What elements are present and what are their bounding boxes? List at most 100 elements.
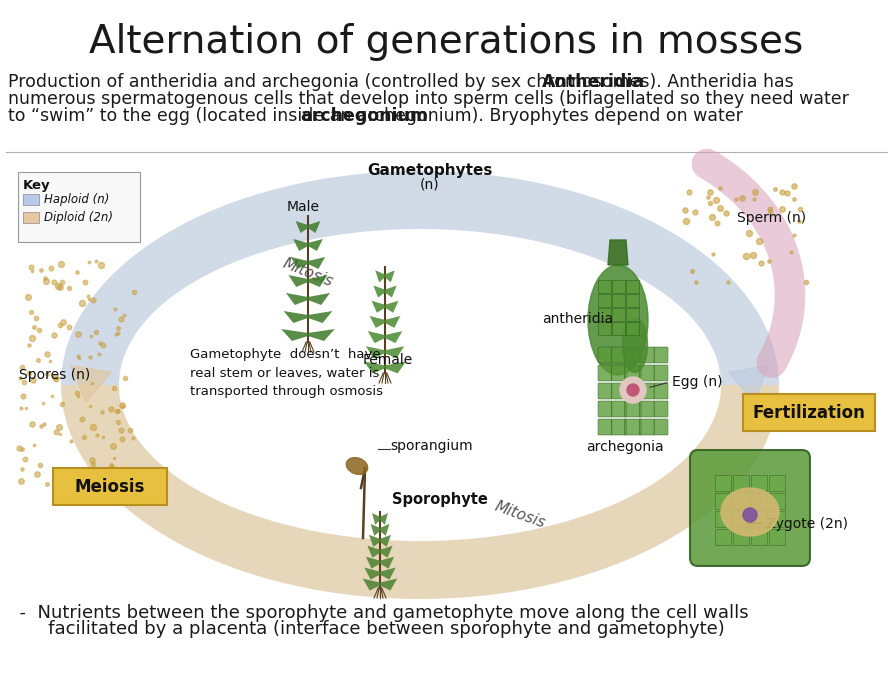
Polygon shape: [380, 513, 388, 525]
Bar: [612, 308, 625, 321]
Polygon shape: [385, 301, 398, 313]
Bar: [715, 493, 731, 509]
FancyBboxPatch shape: [654, 365, 668, 381]
FancyBboxPatch shape: [743, 394, 875, 431]
Polygon shape: [371, 301, 385, 313]
Text: Gametophyte  doesn’t  have
real stem or leaves, water is
transported through osm: Gametophyte doesn’t have real stem or le…: [190, 348, 383, 398]
Bar: [769, 475, 785, 491]
Bar: [626, 322, 639, 335]
Polygon shape: [293, 239, 308, 251]
Polygon shape: [366, 557, 380, 568]
Polygon shape: [380, 557, 394, 568]
FancyBboxPatch shape: [624, 401, 641, 417]
Text: Diploid (2n): Diploid (2n): [44, 211, 113, 223]
Polygon shape: [308, 221, 321, 233]
Polygon shape: [364, 361, 385, 373]
Text: Antheridia: Antheridia: [542, 73, 645, 91]
Polygon shape: [380, 524, 389, 536]
Polygon shape: [308, 275, 328, 287]
Polygon shape: [308, 257, 325, 269]
Circle shape: [620, 377, 646, 403]
Bar: [598, 308, 611, 321]
Text: Fertilization: Fertilization: [753, 404, 865, 422]
Polygon shape: [371, 524, 380, 536]
Text: Mitosis: Mitosis: [493, 499, 547, 531]
FancyBboxPatch shape: [639, 419, 655, 435]
FancyBboxPatch shape: [23, 194, 39, 205]
Bar: [751, 511, 767, 527]
Bar: [626, 280, 639, 293]
Circle shape: [627, 384, 639, 396]
Text: archegonium: archegonium: [301, 107, 429, 125]
Polygon shape: [288, 275, 308, 287]
Text: Gametophytes: Gametophytes: [367, 163, 493, 178]
FancyBboxPatch shape: [639, 401, 655, 417]
Text: (n): (n): [421, 177, 440, 191]
Polygon shape: [367, 546, 380, 558]
Text: Sperm (n): Sperm (n): [737, 211, 806, 225]
Polygon shape: [369, 535, 380, 547]
FancyBboxPatch shape: [624, 365, 641, 381]
Polygon shape: [385, 271, 395, 282]
Bar: [733, 475, 749, 491]
Polygon shape: [380, 578, 397, 591]
FancyBboxPatch shape: [18, 172, 140, 242]
Polygon shape: [385, 331, 402, 343]
Bar: [626, 294, 639, 307]
Bar: [751, 529, 767, 545]
Polygon shape: [372, 513, 380, 525]
FancyBboxPatch shape: [611, 347, 627, 363]
FancyBboxPatch shape: [654, 383, 668, 399]
Polygon shape: [61, 385, 779, 599]
Bar: [612, 280, 625, 293]
FancyBboxPatch shape: [598, 347, 612, 363]
Text: Haploid (n): Haploid (n): [44, 192, 109, 205]
Text: ── Zygote (2n): ── Zygote (2n): [745, 517, 848, 531]
FancyBboxPatch shape: [639, 383, 655, 399]
FancyBboxPatch shape: [654, 347, 668, 363]
Bar: [751, 475, 767, 491]
Ellipse shape: [346, 458, 368, 475]
Polygon shape: [296, 221, 308, 233]
Polygon shape: [308, 311, 332, 323]
FancyBboxPatch shape: [611, 419, 627, 435]
Polygon shape: [308, 329, 335, 341]
Polygon shape: [308, 239, 322, 251]
Text: archegonia: archegonia: [586, 440, 663, 454]
Bar: [751, 493, 767, 509]
Text: Alternation of generations in mosses: Alternation of generations in mosses: [89, 23, 803, 61]
Polygon shape: [61, 171, 779, 385]
Polygon shape: [385, 316, 400, 328]
Polygon shape: [608, 240, 628, 265]
Bar: [769, 529, 785, 545]
Text: Female: Female: [363, 353, 413, 367]
Text: Key: Key: [23, 179, 51, 192]
Polygon shape: [366, 346, 385, 358]
Text: sporangium: sporangium: [390, 439, 472, 453]
Bar: [598, 294, 611, 307]
FancyBboxPatch shape: [654, 401, 668, 417]
Text: facilitated by a placenta (interface between sporophyte and gametophyte): facilitated by a placenta (interface bet…: [8, 620, 725, 638]
Circle shape: [743, 508, 757, 522]
Ellipse shape: [622, 317, 647, 373]
Polygon shape: [729, 366, 769, 402]
FancyBboxPatch shape: [611, 401, 627, 417]
FancyBboxPatch shape: [624, 419, 641, 435]
Bar: [733, 511, 749, 527]
Polygon shape: [363, 578, 380, 591]
Polygon shape: [380, 535, 391, 547]
FancyBboxPatch shape: [611, 365, 627, 381]
Polygon shape: [380, 568, 396, 580]
Bar: [769, 493, 785, 509]
Text: -  Nutrients between the sporophyte and gametophyte move along the cell walls: - Nutrients between the sporophyte and g…: [8, 604, 748, 622]
Ellipse shape: [588, 265, 648, 375]
Polygon shape: [385, 286, 396, 298]
Polygon shape: [385, 361, 406, 373]
Bar: [626, 308, 639, 321]
FancyBboxPatch shape: [23, 212, 39, 223]
FancyBboxPatch shape: [690, 450, 810, 566]
Bar: [769, 511, 785, 527]
Bar: [715, 511, 731, 527]
Text: Meiosis: Meiosis: [75, 478, 146, 496]
FancyBboxPatch shape: [598, 401, 612, 417]
